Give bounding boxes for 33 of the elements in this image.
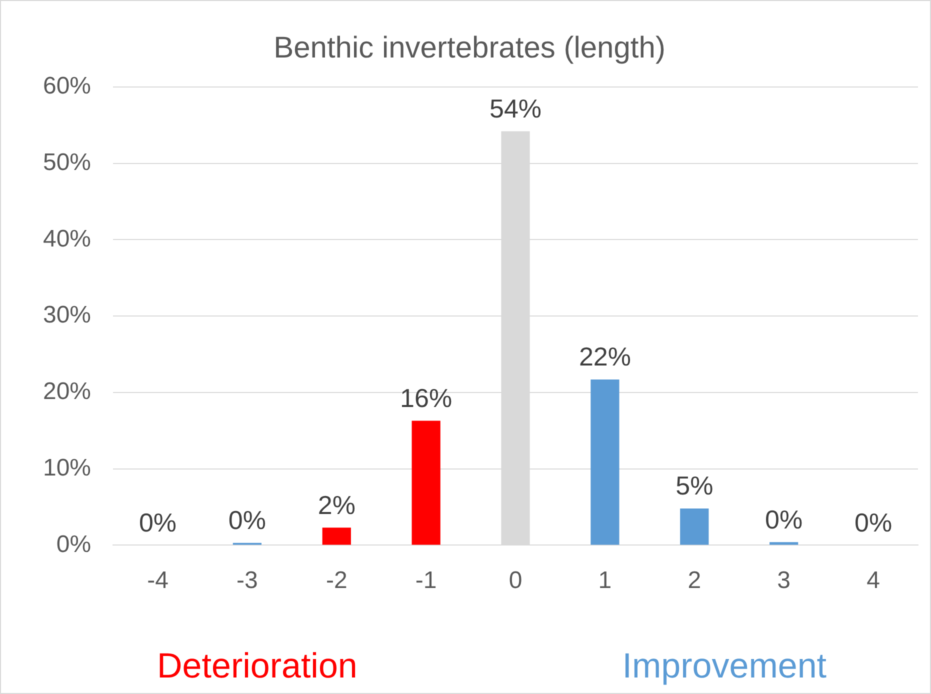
data-label: 0% [228,505,266,536]
y-tick-label: 50% [42,148,92,176]
x-tick-label: 3 [777,567,791,594]
x-tick-label: -2 [326,567,348,594]
data-label: 0% [854,507,892,538]
y-tick-label: 20% [42,378,92,406]
chart-title: Benthic invertebrates (length) [274,31,666,64]
x-tick-label: 2 [688,567,702,594]
data-label: 54% [489,93,542,124]
x-tick-label: 1 [598,567,612,594]
bar [590,379,620,545]
y-tick-label: 10% [42,454,92,482]
bar [770,542,798,545]
y-tick-label: 30% [42,302,92,329]
data-label: 0% [138,507,177,538]
data-label: 0% [765,504,803,534]
y-tick-label: 40% [42,225,92,252]
data-label: 22% [578,342,631,372]
bar [412,420,440,545]
x-tick-label: -4 [147,567,168,594]
bar [322,528,351,545]
data-label: 2% [318,490,356,520]
data-label: 16% [400,382,452,413]
x-tick-label: 0 [508,567,522,594]
y-tick-label: 60% [42,72,92,100]
x-tick-label: -1 [415,567,437,594]
x-tick-label: -3 [236,567,258,594]
text: Improvement [622,646,827,686]
y-tick-label: 0% [56,530,92,558]
data-label: 5% [676,470,714,501]
x-tick-label: 4 [866,567,880,594]
text: Deterioration [157,646,358,686]
bar [680,508,709,545]
